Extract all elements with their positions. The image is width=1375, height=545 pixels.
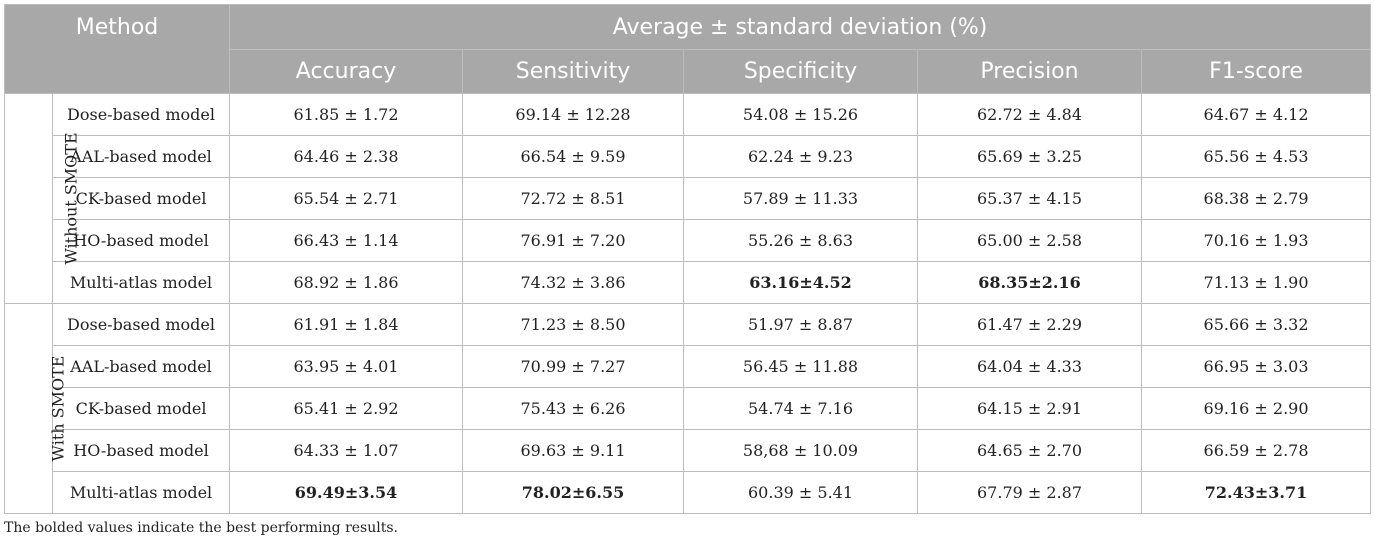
metric-value: 61.47 ± 2.29 [917, 303, 1143, 346]
group-label: With SMOTE [4, 303, 67, 514]
metric-value: 68.92 ± 1.86 [229, 261, 464, 304]
group-label-text: Without SMOTE [61, 132, 81, 265]
model-name: AAL-based model [51, 135, 231, 178]
table-row: CK-based model 65.41 ± 2.92 75.43 ± 6.26 54… [5, 387, 1372, 430]
metric-value: 75.43 ± 6.26 [462, 387, 685, 430]
metric-header: Precision [917, 49, 1143, 94]
metric-value: 62.24 ± 9.23 [683, 135, 919, 178]
metric-value: 70.16 ± 1.93 [1141, 219, 1372, 262]
model-name: CK-based model [51, 387, 231, 430]
metric-value: 61.85 ± 1.72 [229, 93, 464, 136]
metric-value: 72.43±3.71 [1141, 471, 1372, 514]
table-row: Without SMOTE Dose-based model 61.85 ± 1.7… [4, 93, 1372, 304]
model-name: CK-based model [51, 177, 231, 220]
metric-value: 76.91 ± 7.20 [462, 219, 685, 262]
table-row: HO-based model 66.43 ± 1.14 76.91 ± 7.20 55… [5, 219, 1372, 262]
model-name: AAL-based model [51, 345, 231, 388]
metric-value: 68.38 ± 2.79 [1141, 177, 1372, 220]
metric-value: 68.35±2.16 [917, 261, 1143, 304]
metric-value: 69.14 ± 12.28 [462, 93, 685, 136]
group-label: Without SMOTE [4, 93, 81, 304]
model-name: HO-based model [51, 429, 231, 472]
metric-value: 56.45 ± 11.88 [683, 345, 919, 388]
metric-value: 55.26 ± 8.63 [683, 219, 919, 262]
metric-value: 57.89 ± 11.33 [683, 177, 919, 220]
metric-value: 65.69 ± 3.25 [917, 135, 1143, 178]
metric-header: Accuracy [229, 49, 464, 94]
footnote: The bolded values indicate the best perf… [4, 520, 398, 536]
metric-value: 66.59 ± 2.78 [1141, 429, 1372, 472]
metric-value: 63.16±4.52 [683, 261, 919, 304]
metric-value: 66.95 ± 3.03 [1141, 345, 1372, 388]
table-row: CK-based model 65.54 ± 2.71 72.72 ± 8.51 57… [5, 177, 1372, 220]
table-row: AAL-based model 63.95 ± 4.01 70.99 ± 7.27 5… [5, 345, 1372, 388]
model-name: Dose-based model [51, 93, 231, 136]
metric-value: 62.72 ± 4.84 [917, 93, 1143, 136]
table-row: HO-based model 64.33 ± 1.07 69.63 ± 9.11 58… [5, 429, 1372, 472]
metric-value: 61.91 ± 1.84 [229, 303, 464, 346]
metric-header: F1-score [1141, 49, 1372, 94]
metric-value: 69.16 ± 2.90 [1141, 387, 1372, 430]
metric-value: 54.08 ± 15.26 [683, 93, 919, 136]
metric-value: 63.95 ± 4.01 [229, 345, 464, 388]
model-name: Multi-atlas model [51, 471, 231, 514]
metric-value: 66.54 ± 9.59 [462, 135, 685, 178]
metric-value: 65.41 ± 2.92 [229, 387, 464, 430]
model-name: Multi-atlas model [51, 261, 231, 304]
metric-value: 78.02±6.55 [462, 471, 685, 514]
metric-value: 51.97 ± 8.87 [683, 303, 919, 346]
metric-header: Specificity [683, 49, 919, 94]
table-header: Method Average ± standard deviation (%) … [3, 4, 1372, 94]
metric-value: 58,68 ± 10.09 [683, 429, 919, 472]
group-label-text: With SMOTE [48, 355, 68, 462]
table-row: Multi-atlas model 69.49±3.54 78.02±6.55 60.… [5, 471, 1372, 514]
metric-value: 67.79 ± 2.87 [917, 471, 1143, 514]
metric-value: 69.63 ± 9.11 [462, 429, 685, 472]
metric-value: 65.66 ± 3.32 [1141, 303, 1372, 346]
table-row: AAL-based model 64.46 ± 2.38 66.54 ± 9.59 6… [5, 135, 1372, 178]
metric-value: 65.00 ± 2.58 [917, 219, 1143, 262]
metric-value: 64.15 ± 2.91 [917, 387, 1143, 430]
metric-value: 66.43 ± 1.14 [229, 219, 464, 262]
metric-value: 65.37 ± 4.15 [917, 177, 1143, 220]
model-name: Dose-based model [51, 303, 231, 346]
metric-value: 70.99 ± 7.27 [462, 345, 685, 388]
metric-value: 69.49±3.54 [229, 471, 464, 514]
metric-value: 64.65 ± 2.70 [917, 429, 1143, 472]
table-body: Without SMOTE Dose-based model 61.85 ± 1.7… [4, 93, 1372, 514]
metric-value: 71.23 ± 8.50 [462, 303, 685, 346]
metric-value: 60.39 ± 5.41 [683, 471, 919, 514]
metric-value: 64.46 ± 2.38 [229, 135, 464, 178]
metric-value: 64.04 ± 4.33 [917, 345, 1143, 388]
metric-value: 74.32 ± 3.86 [462, 261, 685, 304]
group-title-header: Average ± standard deviation (%) [229, 4, 1372, 50]
metric-value: 65.54 ± 2.71 [229, 177, 464, 220]
metric-header: Sensitivity [462, 49, 685, 94]
table-row: With SMOTE Dose-based model 61.91 ± 1.84 71… [4, 303, 1372, 514]
results-table: Method Average ± standard deviation (%) … [3, 4, 1372, 514]
method-header: Method [3, 4, 231, 94]
metric-value: 71.13 ± 1.90 [1141, 261, 1372, 304]
metric-value: 72.72 ± 8.51 [462, 177, 685, 220]
table-row: Multi-atlas model 68.92 ± 1.86 74.32 ± 3.8… [5, 261, 1372, 304]
metric-value: 65.56 ± 4.53 [1141, 135, 1372, 178]
metric-value: 64.33 ± 1.07 [229, 429, 464, 472]
metric-value: 64.67 ± 4.12 [1141, 93, 1372, 136]
metric-value: 54.74 ± 7.16 [683, 387, 919, 430]
